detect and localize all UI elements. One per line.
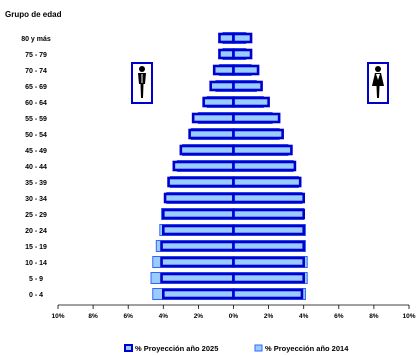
x-tick-label: 8% <box>369 313 379 320</box>
bar-male <box>162 208 235 220</box>
x-tick-label: 2% <box>264 313 274 320</box>
x-tick-label: 4% <box>159 313 169 320</box>
bar-female <box>232 192 305 204</box>
bar-male <box>160 240 235 252</box>
bar-female <box>232 80 263 92</box>
legend: % Proyección año 2025 % Proyección año 2… <box>124 344 349 353</box>
y-tick-label: 50 - 54 <box>25 132 47 139</box>
y-tick-label: 10 - 14 <box>25 260 47 267</box>
y-tick-label: 80 y más <box>21 36 51 43</box>
legend-swatch-2014 <box>254 344 263 352</box>
y-tick-label: 20 - 24 <box>25 228 47 235</box>
y-tick-label: 30 - 34 <box>25 196 47 203</box>
y-tick-label: 15 - 19 <box>25 244 47 251</box>
y-axis-title: Grupo de edad <box>5 10 62 19</box>
y-tick-label: 25 - 29 <box>25 212 47 219</box>
bar-female <box>232 112 281 124</box>
bar-male <box>218 32 235 44</box>
y-tick-label: 55 - 59 <box>25 116 47 123</box>
bar-female <box>232 272 305 284</box>
x-tick-label: 10% <box>51 313 64 320</box>
bar-female <box>232 288 304 300</box>
y-tick-label: 40 - 44 <box>25 164 47 171</box>
y-tick-label: 70 - 74 <box>25 68 47 75</box>
bar-male <box>163 192 235 204</box>
bar-male <box>162 288 235 300</box>
bar-female <box>232 208 305 220</box>
bar-male <box>209 80 235 92</box>
male-figure-icon <box>131 62 153 104</box>
x-tick-label: 2% <box>194 313 204 320</box>
bar-male <box>172 160 235 172</box>
bar-male <box>212 64 235 76</box>
y-tick-label: 60 - 64 <box>25 100 47 107</box>
bar-male <box>218 48 235 60</box>
bar-male <box>191 112 235 124</box>
legend-label-2014: % Proyección año 2014 <box>265 344 349 353</box>
bar-female <box>232 128 284 140</box>
x-tick-label: 4% <box>299 313 309 320</box>
bar-male <box>167 176 235 188</box>
legend-item-2025: % Proyección año 2025 <box>124 344 218 353</box>
legend-item-2014: % Proyección año 2014 <box>254 344 349 353</box>
bar-female <box>232 176 302 188</box>
y-tick-label: 75 - 79 <box>25 52 47 59</box>
bar-male <box>162 224 235 236</box>
x-tick-label: 0% <box>229 313 239 320</box>
x-tick-label: 10% <box>402 313 415 320</box>
bar-female <box>232 160 297 172</box>
bars-2025 <box>160 32 305 300</box>
bar-female <box>232 48 253 60</box>
x-tick-label: 6% <box>334 313 344 320</box>
y-tick-label: 65 - 69 <box>25 84 47 91</box>
y-tick-label: 5 - 9 <box>29 276 43 283</box>
female-figure-icon <box>367 62 389 104</box>
bar-female <box>232 96 270 108</box>
bar-male <box>188 128 235 140</box>
bar-female <box>232 144 293 156</box>
x-tick-label: 6% <box>123 313 133 320</box>
bar-female <box>232 64 260 76</box>
x-tick-label: 8% <box>88 313 98 320</box>
bar-female <box>232 256 305 268</box>
bar-male <box>179 144 235 156</box>
bar-female <box>232 240 305 252</box>
y-tick-label: 35 - 39 <box>25 180 47 187</box>
bar-female <box>232 224 305 236</box>
y-tick-label: 45 - 49 <box>25 148 47 155</box>
bar-male <box>160 272 235 284</box>
bar-male <box>160 256 235 268</box>
y-tick-labels: 80 y más 75 - 79 70 - 74 65 - 69 60 - 64 55 -… <box>21 36 51 299</box>
legend-swatch-2025 <box>124 344 133 352</box>
bar-female <box>232 32 253 44</box>
x-ticks: 10% 8% 6% 4% 2% 0% 2% 4% 6% 8% 10% <box>51 305 416 320</box>
legend-label-2025: % Proyección año 2025 <box>135 344 218 353</box>
y-tick-label: 0 - 4 <box>29 292 43 299</box>
bar-male <box>202 96 235 108</box>
